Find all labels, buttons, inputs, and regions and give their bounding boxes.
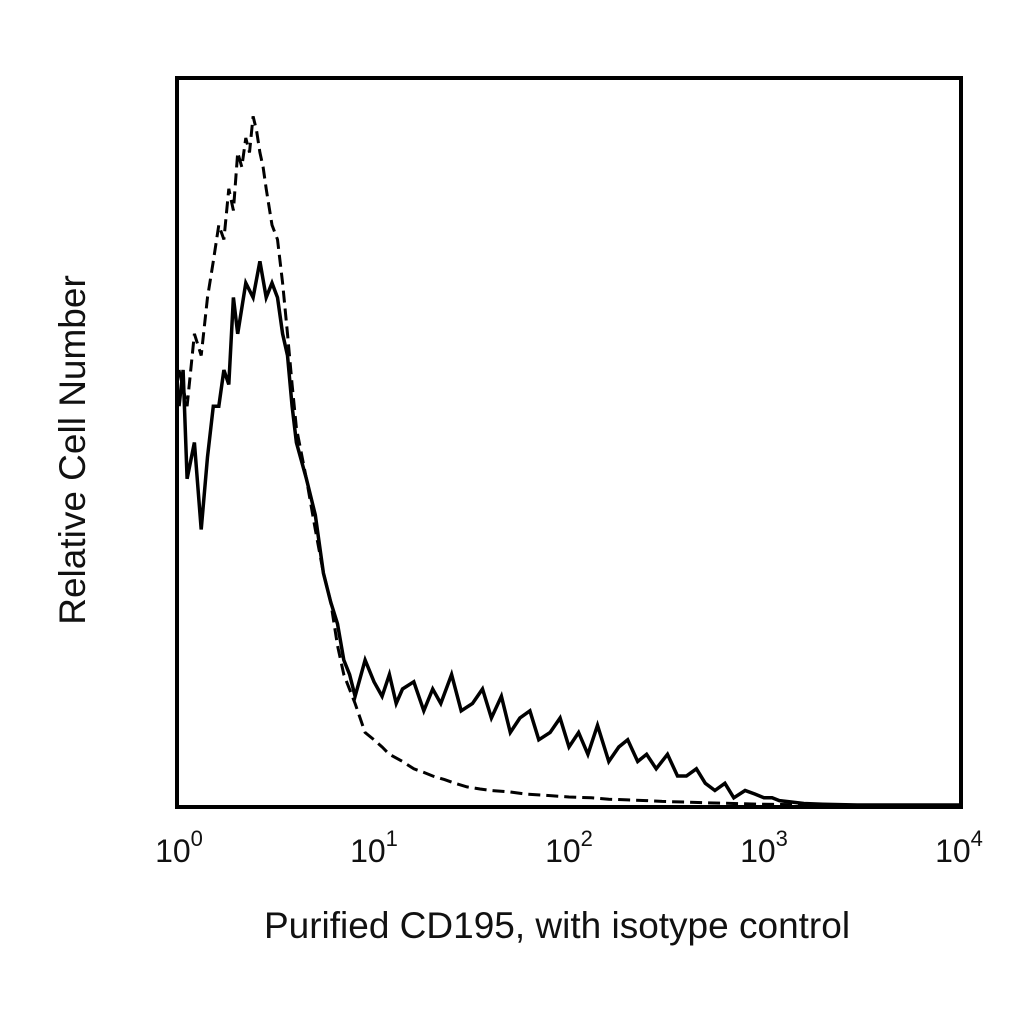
plot-frame	[175, 76, 963, 809]
x-tick-exponent: 1	[386, 826, 398, 851]
x-tick-base: 10	[935, 833, 971, 869]
x-tick-base: 10	[545, 833, 581, 869]
x-axis-label: Purified CD195, with isotype control	[264, 905, 850, 946]
series-layer	[177, 115, 959, 807]
x-tick-exponent: 0	[191, 826, 203, 851]
series-1-solid-line	[177, 260, 959, 807]
x-tick-base: 10	[155, 833, 191, 869]
x-tick-label-4: 104	[935, 826, 983, 869]
x-tick-exponent: 3	[776, 826, 788, 851]
x-tick-exponent: 2	[581, 826, 593, 851]
x-tick-base: 10	[740, 833, 776, 869]
x-tick-label-3: 103	[740, 826, 788, 869]
series-2-dashed-line	[177, 115, 959, 807]
x-tick-label-0: 100	[155, 826, 203, 869]
x-tick-labels: 100 101 102 103 104	[155, 826, 983, 869]
x-tick-base: 10	[350, 833, 386, 869]
x-tick-label-2: 102	[545, 826, 593, 869]
x-tick-label-1: 101	[350, 826, 398, 869]
y-axis-label: Relative Cell Number	[52, 275, 93, 625]
x-tick-exponent: 4	[971, 826, 983, 851]
